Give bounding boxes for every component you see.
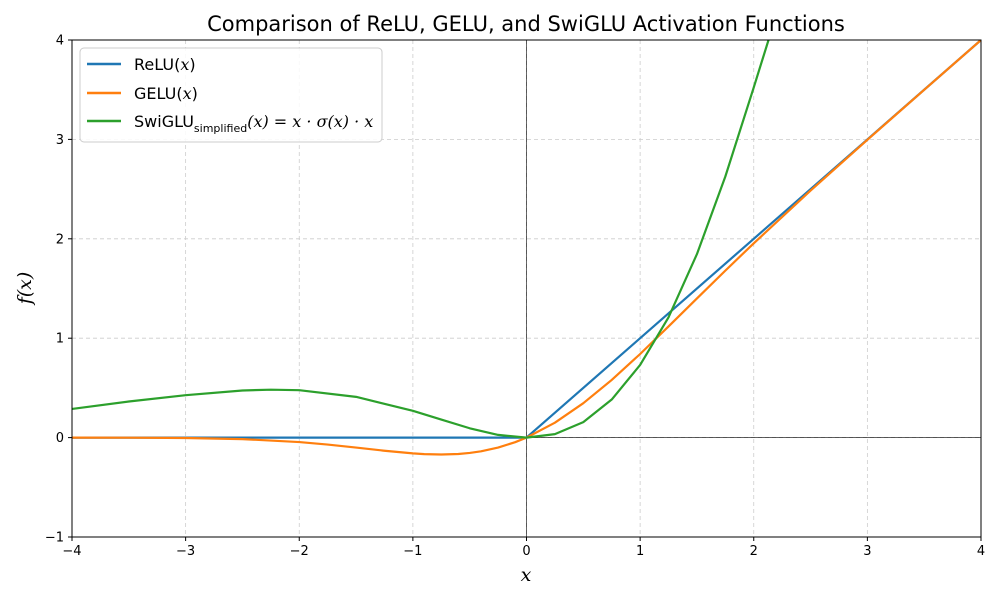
legend-label-2: SwiGLUsimplified(x) = x · σ(x) · x — [134, 112, 373, 135]
y-tick-label: 4 — [56, 34, 64, 49]
series-line-2 — [72, 40, 770, 439]
x-tick-label: 1 — [636, 544, 644, 559]
y-axis-label: f(x) — [14, 272, 36, 307]
x-tick-label: 0 — [522, 544, 530, 559]
series-layer — [72, 40, 981, 456]
legend-box — [79, 47, 383, 143]
legend-label-0: ReLU(x) — [134, 55, 196, 74]
legend-label-1: GELU(x) — [134, 84, 198, 103]
x-axis-label: x — [521, 564, 532, 586]
y-tick-label: −1 — [45, 531, 64, 546]
x-tick-label: −1 — [403, 544, 422, 559]
x-tick-label: −2 — [290, 544, 309, 559]
y-tick-label: 0 — [56, 431, 64, 446]
series-line-1 — [72, 40, 981, 456]
x-tick-label: 2 — [750, 544, 758, 559]
x-tick-label: 4 — [977, 544, 985, 559]
x-tick-label: 3 — [863, 544, 871, 559]
y-tick-label: 2 — [56, 232, 64, 247]
y-tick-label: 3 — [56, 133, 64, 148]
y-tick-label: 1 — [56, 332, 64, 347]
x-tick-label: −3 — [176, 544, 195, 559]
legend: ReLU(x) GELU(x) SwiGLUsimplified(x) = x · … — [79, 47, 383, 143]
x-tick-label: −4 — [62, 544, 81, 559]
tick-layer: −4 −3 −2 −1 0 1 2 3 4 −1 0 1 2 3 4 — [45, 34, 985, 560]
chart-title: Comparison of ReLU, GELU, and SwiGLU Act… — [207, 12, 845, 36]
